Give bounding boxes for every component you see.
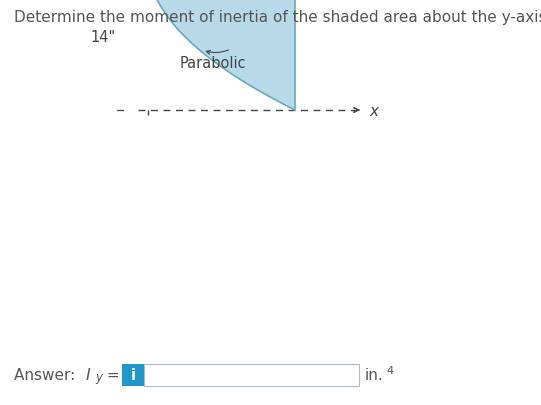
Text: x: x: [369, 103, 378, 118]
Text: in.: in.: [365, 368, 384, 383]
Text: $y$: $y$: [95, 371, 104, 385]
Text: Determine the moment of inertia of the shaded area about the y-axis.: Determine the moment of inertia of the s…: [14, 10, 541, 25]
Text: Parabolic: Parabolic: [180, 56, 246, 71]
Text: i: i: [130, 368, 135, 383]
Text: $I$: $I$: [85, 366, 91, 382]
Bar: [122, 364, 144, 386]
Polygon shape: [148, 0, 295, 111]
Bar: [144, 364, 359, 386]
Text: 4: 4: [386, 365, 393, 375]
Text: =: =: [102, 368, 120, 383]
Text: 14": 14": [91, 30, 116, 45]
Text: Answer:: Answer:: [14, 368, 80, 383]
